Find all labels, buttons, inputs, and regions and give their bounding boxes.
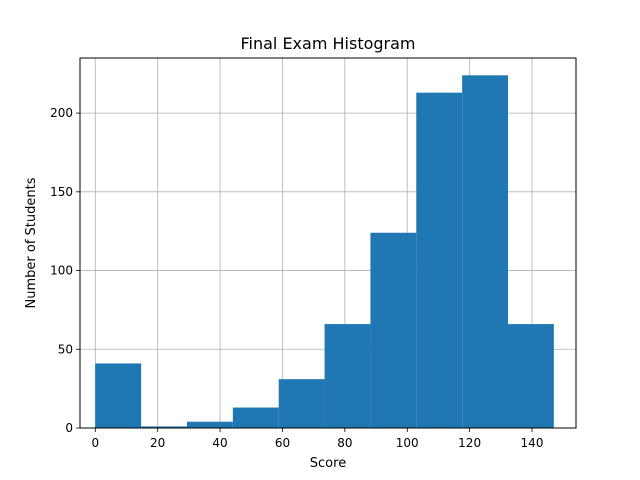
x-tick-label: 140 [521,436,544,450]
y-tick-label: 200 [50,106,73,120]
plot-frame [79,57,577,429]
x-tick-label: 40 [212,436,227,450]
histogram-bar-2 [141,426,187,428]
histogram-bar-9 [462,75,508,428]
y-tick-label: 50 [58,342,73,356]
x-axis-ticks: 0 20 40 60 80 100 120 140 [91,428,543,450]
x-tick-label: 120 [458,436,481,450]
bars [95,75,554,428]
x-tick-label: 20 [150,436,165,450]
x-tick-label: 80 [337,436,352,450]
histogram-bar-6 [324,324,371,428]
y-tick-label: 0 [65,421,73,435]
y-axis-ticks: 0 50 100 150 200 [50,106,80,435]
histogram-bar-10 [507,324,554,428]
histogram-bar-8 [416,92,463,428]
y-tick-label: 100 [50,264,73,278]
chart-title: Final Exam Histogram [240,34,415,53]
histogram-bar-1 [95,363,142,428]
y-tick-label: 150 [50,185,73,199]
histogram-bar-3 [186,421,233,428]
x-tick-label: 60 [275,436,290,450]
histogram-bar-5 [278,379,325,428]
x-axis-label: Score [310,456,346,471]
y-axis-label: Number of Students [24,177,39,308]
histogram-bar-4 [232,407,279,428]
x-tick-label: 100 [396,436,419,450]
histogram-bar-7 [370,232,417,428]
x-tick-label: 0 [91,436,99,450]
